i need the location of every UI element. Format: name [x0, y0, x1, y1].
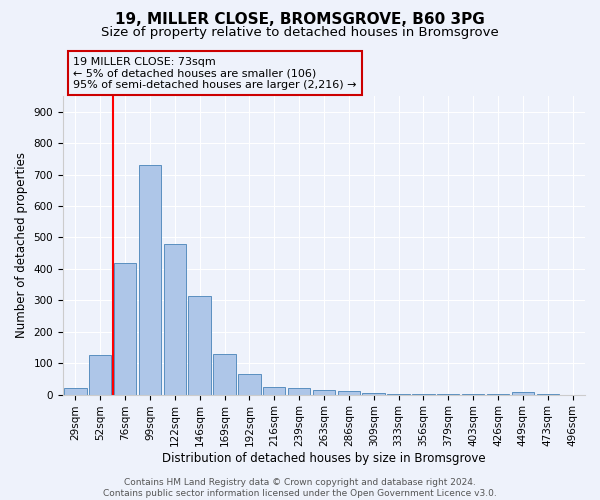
Bar — [164, 244, 186, 394]
Text: 19 MILLER CLOSE: 73sqm
← 5% of detached houses are smaller (106)
95% of semi-det: 19 MILLER CLOSE: 73sqm ← 5% of detached … — [73, 56, 357, 90]
Bar — [139, 165, 161, 394]
Bar — [512, 392, 534, 394]
Bar — [114, 262, 136, 394]
Bar — [64, 388, 86, 394]
Bar — [362, 393, 385, 394]
Bar — [214, 354, 236, 395]
Bar — [338, 392, 360, 394]
Bar — [188, 296, 211, 394]
X-axis label: Distribution of detached houses by size in Bromsgrove: Distribution of detached houses by size … — [162, 452, 486, 465]
Text: Size of property relative to detached houses in Bromsgrove: Size of property relative to detached ho… — [101, 26, 499, 39]
Y-axis label: Number of detached properties: Number of detached properties — [15, 152, 28, 338]
Bar — [89, 356, 112, 395]
Bar — [288, 388, 310, 394]
Bar — [238, 374, 260, 394]
Bar — [313, 390, 335, 394]
Bar — [263, 386, 286, 394]
Text: 19, MILLER CLOSE, BROMSGROVE, B60 3PG: 19, MILLER CLOSE, BROMSGROVE, B60 3PG — [115, 12, 485, 28]
Text: Contains HM Land Registry data © Crown copyright and database right 2024.
Contai: Contains HM Land Registry data © Crown c… — [103, 478, 497, 498]
